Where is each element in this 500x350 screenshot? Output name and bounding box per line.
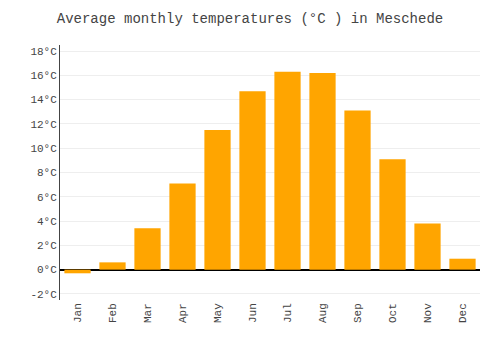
svg-text:Dec: Dec [457, 303, 469, 323]
svg-text:Jun: Jun [247, 303, 259, 323]
svg-text:Mar: Mar [142, 303, 154, 323]
svg-text:0°C: 0°C [37, 264, 57, 276]
svg-text:Average monthly temperatures (: Average monthly temperatures (°C ) in Me… [57, 11, 443, 27]
svg-text:8°C: 8°C [37, 167, 57, 179]
svg-text:16°C: 16°C [30, 70, 57, 82]
svg-text:Jan: Jan [72, 303, 84, 323]
svg-text:18°C: 18°C [30, 46, 57, 58]
svg-text:4°C: 4°C [37, 216, 57, 228]
svg-text:Oct: Oct [387, 303, 399, 323]
svg-text:Jul: Jul [282, 303, 294, 323]
svg-text:12°C: 12°C [30, 119, 57, 131]
svg-text:Aug: Aug [317, 303, 329, 323]
svg-text:-2°C: -2°C [30, 289, 57, 301]
svg-text:2°C: 2°C [37, 240, 57, 252]
svg-text:Feb: Feb [107, 303, 119, 323]
svg-text:10°C: 10°C [30, 143, 57, 155]
svg-text:Nov: Nov [422, 303, 434, 323]
svg-text:Sep: Sep [352, 303, 364, 323]
svg-text:14°C: 14°C [30, 94, 57, 106]
svg-text:Apr: Apr [177, 303, 189, 323]
svg-text:May: May [212, 303, 224, 323]
svg-text:6°C: 6°C [37, 192, 57, 204]
